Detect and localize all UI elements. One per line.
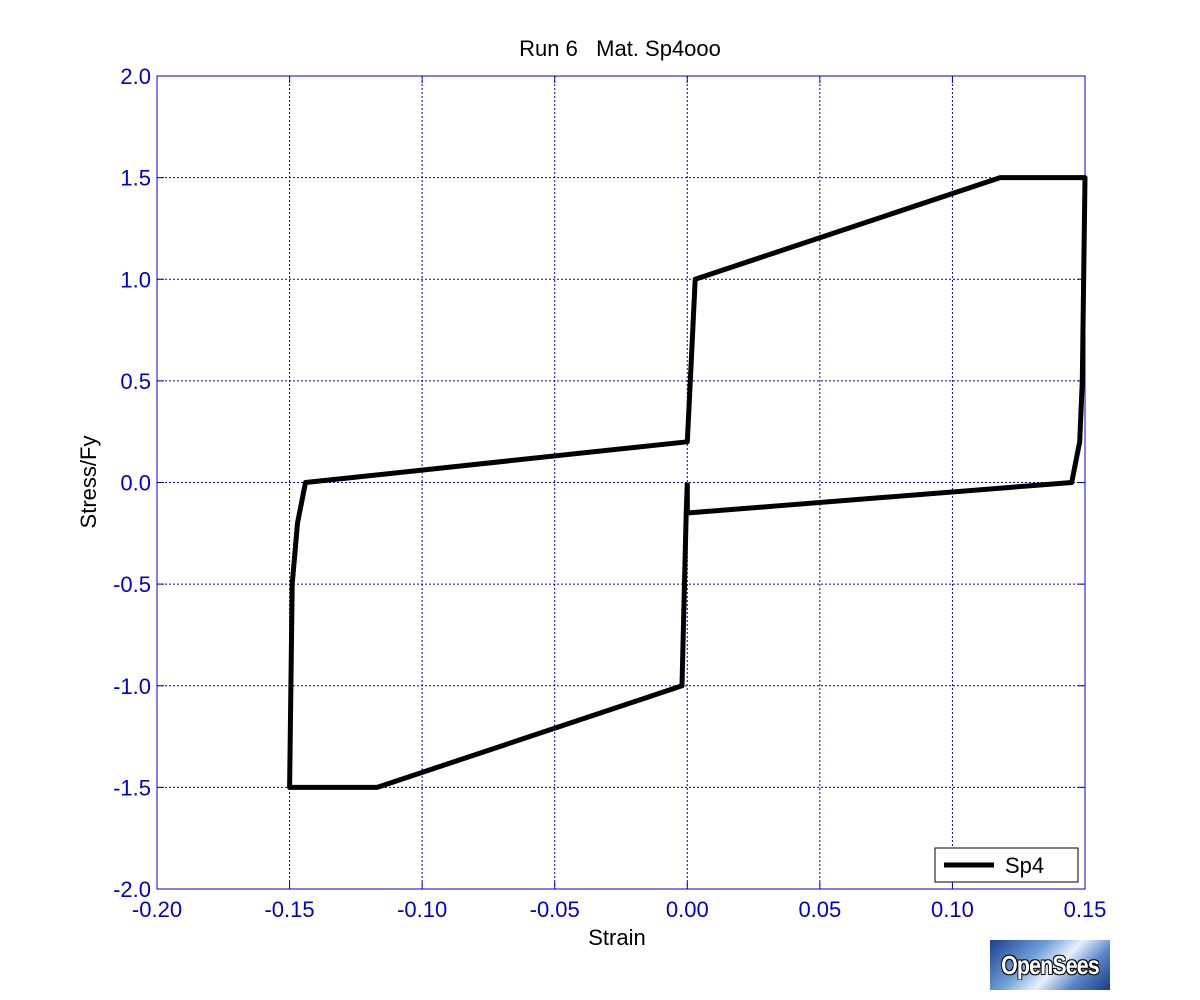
x-tick-label: 0.15	[1064, 897, 1107, 922]
x-tick-label: -0.10	[397, 897, 447, 922]
y-tick-label: -1.0	[113, 674, 151, 699]
x-tick-label: 0.00	[666, 897, 709, 922]
y-tick-label: 2.0	[120, 64, 151, 89]
x-tick-label: 0.05	[798, 897, 841, 922]
plot-axes	[156, 75, 1086, 890]
legend: Sp4	[934, 847, 1079, 883]
chart-title: Run 6 Mat. Sp4ooo	[519, 36, 721, 61]
y-tick-label: 1.5	[120, 166, 151, 191]
y-tick-label: 0.5	[120, 369, 151, 394]
tick-labels: -0.20 -0.15 -0.10 -0.05 0.00 0.05 0.10 0.15 -2.0…	[113, 64, 1106, 922]
x-tick-label: -0.15	[264, 897, 314, 922]
legend-label-sp4: Sp4	[1005, 853, 1044, 878]
y-tick-label: -0.5	[113, 572, 151, 597]
x-axis-label: Strain	[588, 925, 645, 950]
x-tick-label: -0.05	[530, 897, 580, 922]
opensees-logo: OpenSees	[990, 940, 1110, 990]
y-tick-label: -1.5	[113, 775, 151, 800]
x-tick-label: -0.20	[132, 897, 182, 922]
series-line-sp4	[287, 175, 1088, 790]
series-layer	[287, 175, 1088, 790]
y-tick-label: -2.0	[113, 877, 151, 902]
y-tick-label: 0.0	[120, 471, 151, 496]
y-axis-label: Stress/Fy	[76, 436, 101, 529]
y-tick-label: 1.0	[120, 267, 151, 292]
opensees-logo-text: OpenSees	[1001, 950, 1100, 980]
x-tick-label: 0.10	[931, 897, 974, 922]
